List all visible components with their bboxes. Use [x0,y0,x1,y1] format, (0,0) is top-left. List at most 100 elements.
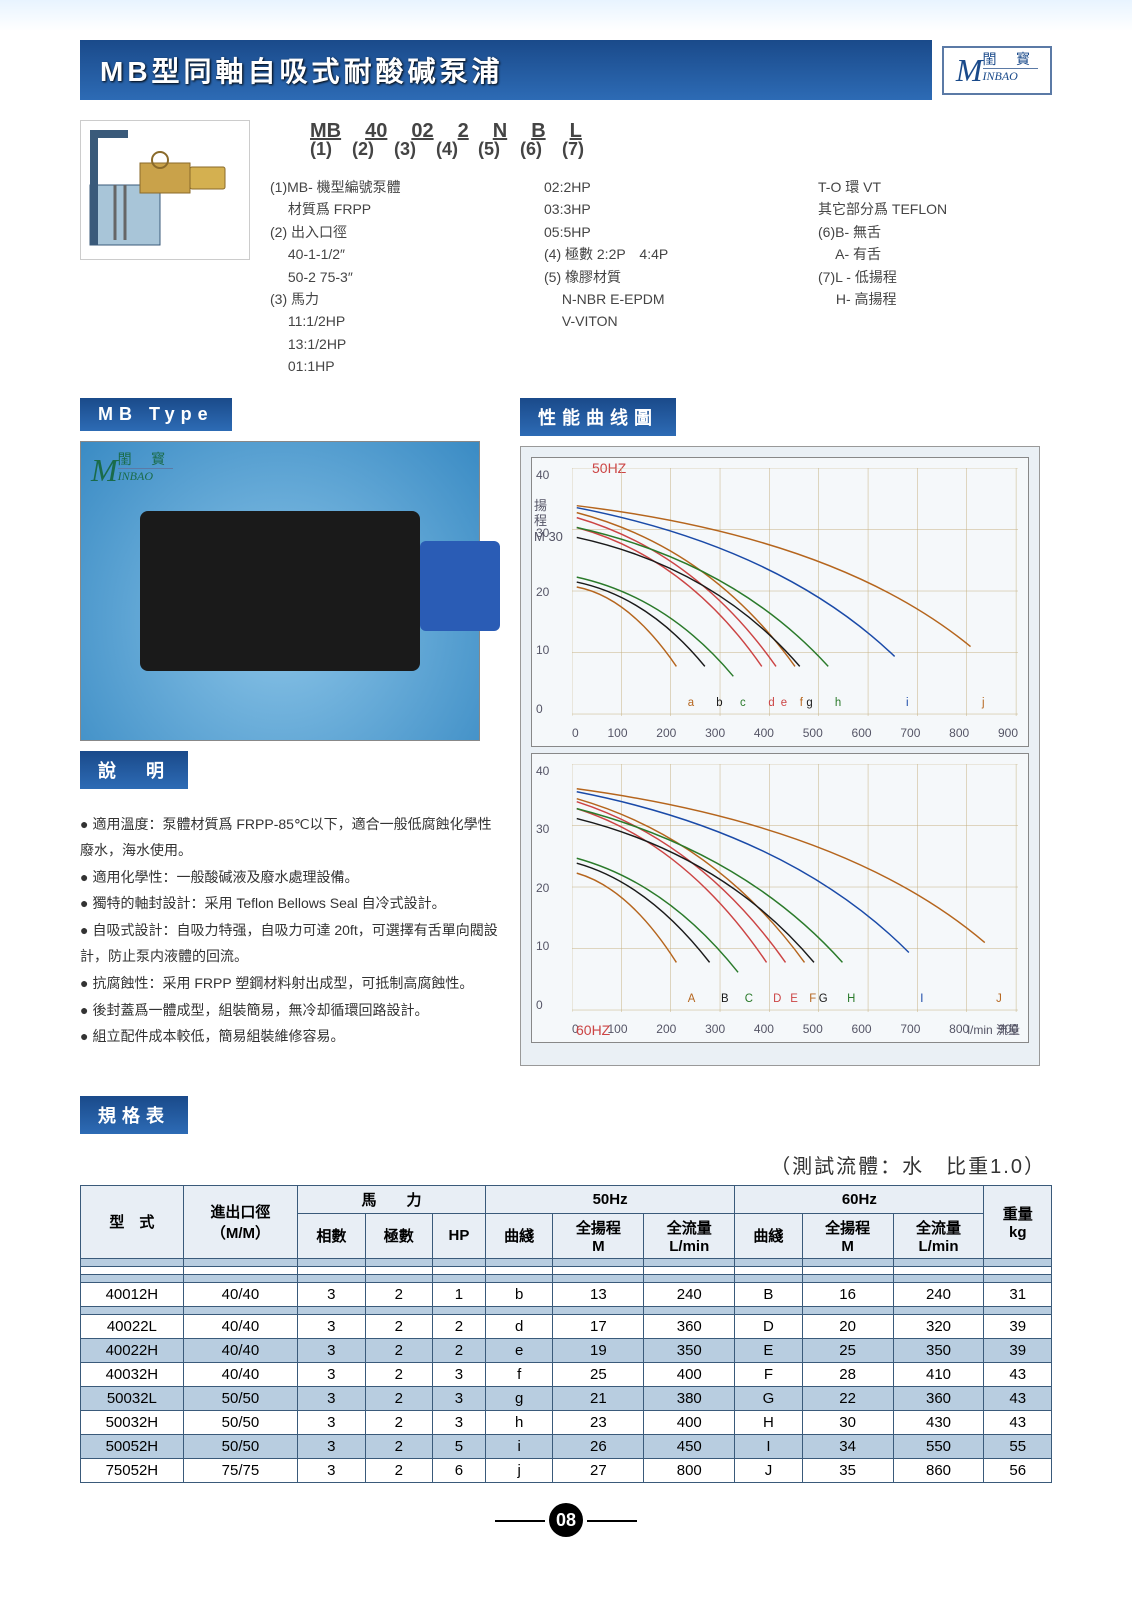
desc-label: 說 明 [80,751,188,789]
table-cell: 43 [984,1362,1052,1386]
table-cell [553,1258,644,1266]
legend-line: (3) 馬力 [270,288,504,310]
legend-line: (6)B- 無舌 [818,221,1052,243]
th-hp: HP [432,1213,485,1258]
spec-table: 型 式 進出口徑 （M/M） 馬 力 50Hz 60Hz 重量 kg 相數 極數… [80,1185,1052,1483]
table-cell [984,1258,1052,1266]
table-cell: 50052H [81,1434,184,1458]
table-cell: 75052H [81,1458,184,1482]
svg-text:f: f [800,695,804,708]
table-cell [81,1306,184,1314]
table-cell: 3 [298,1338,365,1362]
table-cell: E [735,1338,802,1362]
table-row: 40032H40/40323f25400F2841043 [81,1362,1052,1386]
table-cell [183,1274,297,1282]
legend-line: H- 高揚程 [818,288,1052,310]
table-cell: 39 [984,1338,1052,1362]
table-cell: 2 [365,1362,432,1386]
page-number: 08 [80,1503,1052,1537]
flow-label: l/min 流量 [967,1021,1020,1038]
table-cell: G [735,1386,802,1410]
table-cell [984,1306,1052,1314]
table-row: 40012H40/40321b13240B1624031 [81,1282,1052,1306]
svg-text:h: h [835,695,841,708]
legend-line: (2) 出入口徑 [270,221,504,243]
legend-line: 11:1/2HP [270,310,504,332]
desc-item: 自吸式設計：自吸力特强，自吸力可達 20ft，可選擇有舌單向閥設計，防止泵内液體… [80,917,500,970]
legend-line: (5) 橡膠材質 [544,266,778,288]
model-code-section: MB40022NBL (1)(2)(3)(4)(5)(6)(7) (1)MB- … [270,120,1052,378]
table-cell [644,1258,735,1266]
svg-text:i: i [906,695,909,708]
table-row: 75052H75/75326j27800J3586056 [81,1458,1052,1482]
table-cell [984,1266,1052,1274]
svg-text:e: e [781,695,787,708]
table-cell: 2 [365,1314,432,1338]
code-num: (6) [520,139,542,160]
table-cell: 400 [644,1410,735,1434]
table-cell: e [485,1338,552,1362]
table-cell: 1 [432,1282,485,1306]
desc-item: 適用溫度：泵體材質爲 FRPP-85℃以下，適合一般低腐蝕化學性廢水，海水使用。 [80,811,500,864]
table-cell [893,1306,984,1314]
header: MB型同軸自吸式耐酸碱泵浦 M閨 寳INBAO [80,40,1052,100]
table-cell: 22 [802,1386,893,1410]
table-cell: 19 [553,1338,644,1362]
table-cell: 50/50 [183,1410,297,1434]
table-cell: 3 [298,1458,365,1482]
table-cell [365,1274,432,1282]
table-cell [802,1274,893,1282]
th-model: 型 式 [81,1185,184,1258]
table-cell: 430 [893,1410,984,1434]
table-cell: 2 [365,1410,432,1434]
table-cell: 35 [802,1458,893,1482]
legend-line: 材質爲 FRPP [270,198,504,220]
table-cell [365,1266,432,1274]
table-cell: 3 [432,1362,485,1386]
table-cell: 550 [893,1434,984,1458]
table-cell [553,1306,644,1314]
table-row: 50032L50/50323g21380G2236043 [81,1386,1052,1410]
legend-line: 01:1HP [270,355,504,377]
legend-line: 02:2HP [544,176,778,198]
th-hp-group: 馬 力 [298,1185,486,1213]
table-cell: 40022L [81,1314,184,1338]
table-cell: 40022H [81,1338,184,1362]
mb-type-label: MB Type [80,398,232,431]
table-cell: 350 [893,1338,984,1362]
page-title: MB型同軸自吸式耐酸碱泵浦 [80,40,932,100]
hz60-label: 60HZ [576,1022,610,1038]
table-cell [553,1274,644,1282]
table-cell [183,1306,297,1314]
table-cell: h [485,1410,552,1434]
table-cell [81,1258,184,1266]
th-weight: 重量 kg [984,1185,1052,1258]
table-cell: 30 [802,1410,893,1434]
table-cell: 3 [298,1386,365,1410]
table-cell: 31 [984,1282,1052,1306]
logo-en: INBAO [983,69,1018,83]
table-cell: 50/50 [183,1386,297,1410]
code-num: (7) [562,139,584,160]
table-cell: 56 [984,1458,1052,1482]
legend-line: 03:3HP [544,198,778,220]
table-cell: 43 [984,1410,1052,1434]
table-cell: 2 [432,1314,485,1338]
table-cell: 25 [553,1362,644,1386]
table-cell: 25 [802,1338,893,1362]
table-cell [735,1274,802,1282]
th-head50: 全揚程 M [553,1213,644,1258]
table-cell: 28 [802,1362,893,1386]
table-cell: 16 [802,1282,893,1306]
svg-text:F: F [809,991,816,1004]
legend-line: (4) 極數 2:2P 4:4P [544,243,778,265]
table-cell [81,1274,184,1282]
table-cell [802,1306,893,1314]
table-cell [735,1266,802,1274]
table-cell: 2 [432,1338,485,1362]
brand-logo: M閨 寳INBAO [942,46,1052,95]
code-num: (2) [352,139,374,160]
table-cell [298,1306,365,1314]
desc-item: 組立配件成本較低，簡易組裝維修容易。 [80,1023,500,1050]
table-cell: H [735,1410,802,1434]
